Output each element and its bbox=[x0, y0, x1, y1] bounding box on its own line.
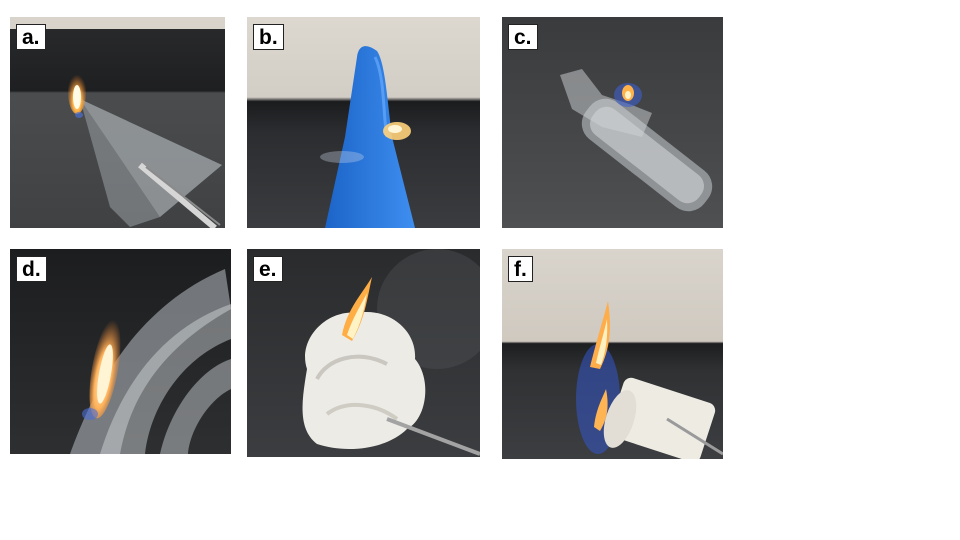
photo-f-image bbox=[502, 249, 723, 459]
panel-a-label: a. bbox=[16, 24, 46, 50]
photo-d-image bbox=[10, 249, 231, 454]
photo-panel-a: a. bbox=[10, 17, 225, 228]
photo-panel-f: f. bbox=[502, 249, 723, 459]
panel-b-label: b. bbox=[253, 24, 284, 50]
photo-b-image bbox=[247, 17, 480, 228]
photo-a-image bbox=[10, 17, 225, 228]
photo-c-image bbox=[502, 17, 723, 228]
photo-panel-c: c. bbox=[502, 17, 723, 228]
panel-c-label: c. bbox=[508, 24, 538, 50]
panel-f-label: f. bbox=[508, 256, 533, 282]
photo-e-image bbox=[247, 249, 480, 457]
panel-e-label: e. bbox=[253, 256, 283, 282]
photo-panel-d: d. bbox=[10, 249, 231, 454]
panel-d-label: d. bbox=[16, 256, 47, 282]
photo-panel-b: b. bbox=[247, 17, 480, 228]
photo-panel-e: e. bbox=[247, 249, 480, 457]
